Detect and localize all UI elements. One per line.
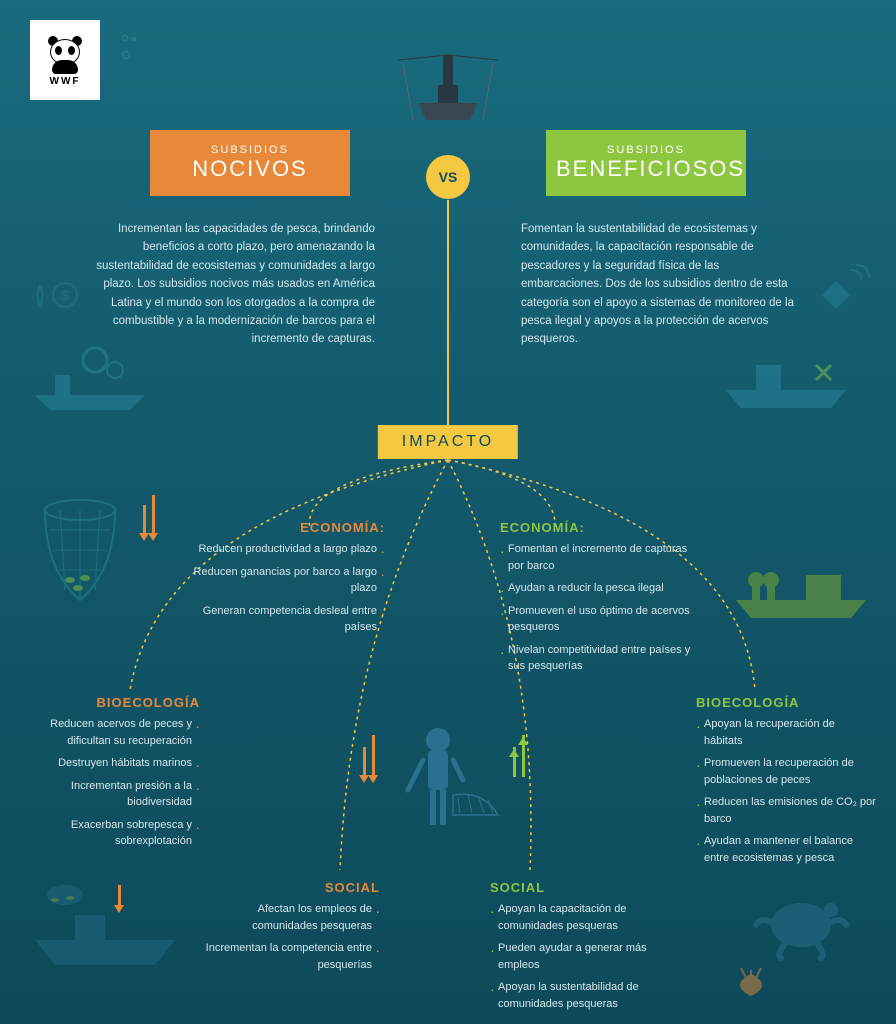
- satellite-icon: [801, 260, 871, 330]
- center-line: [447, 200, 449, 430]
- nocivos-desc: Incrementan las capacidades de pesca, br…: [95, 220, 375, 349]
- arrows-down-fisher: [360, 735, 378, 782]
- nocivos-main: NOCIVOS: [160, 156, 340, 182]
- cat-item: Ayudan a reducir la pesca ilegal: [500, 580, 700, 597]
- cat-item: Apoyan la sustentabilidad de comunidades…: [490, 979, 680, 1012]
- cat-item: Ayudan a mantener el balance entre ecosi…: [696, 833, 876, 866]
- boat-x-icon: [716, 340, 866, 420]
- beneficiosos-desc: Fomentan la sustentabilidad de ecosistem…: [521, 220, 801, 349]
- cat-item: Reducen ganancias por barco a largo plaz…: [185, 564, 385, 597]
- beneficiosos-main: BENEFICIOSOS: [556, 156, 736, 182]
- panda-icon: [45, 34, 85, 74]
- wwf-text: WWF: [50, 76, 81, 87]
- cat-item: Fomentan el incremento de capturas por b…: [500, 541, 700, 574]
- economia-n-title: ECONOMÍA:: [185, 520, 385, 535]
- wwf-logo: WWF: [30, 20, 100, 100]
- social-n-title: SOCIAL: [200, 880, 380, 895]
- green-boat-icon: [726, 550, 876, 630]
- fisherman-icon: [388, 720, 508, 840]
- svg-text:$: $: [61, 287, 69, 303]
- cat-item: Incrementan presión a la biodiversidad: [20, 778, 200, 811]
- bio-beneficiosos: BIOECOLOGÍA Apoyan la recuperación de há…: [696, 695, 876, 872]
- water-money-icon: $: [25, 275, 85, 335]
- economia-beneficiosos: ECONOMÍA: Fomentan el incremento de capt…: [500, 520, 700, 681]
- cat-item: Apoyan la recuperación de hábitats: [696, 716, 876, 749]
- beneficiosos-sub: SUBSIDIOS: [556, 144, 736, 156]
- turtle-shell-icon: [721, 890, 861, 1010]
- cat-item: Incrementan la competencia entre pesquer…: [200, 940, 380, 973]
- boat-gears-icon: [25, 340, 165, 420]
- cat-item: Reducen acervos de peces y dificultan su…: [20, 716, 200, 749]
- cat-item: Destruyen hábitats marinos: [20, 755, 200, 772]
- vs-badge: VS: [426, 155, 470, 199]
- beneficiosos-box: SUBSIDIOS BENEFICIOSOS: [546, 130, 746, 196]
- bio-n-title: BIOECOLOGÍA: [20, 695, 200, 710]
- arrows-down-net: [140, 495, 158, 540]
- cat-item: Reducen productividad a largo plazo: [185, 541, 385, 558]
- fishing-boat-icon: [388, 45, 508, 135]
- bubbles-decor: [120, 30, 138, 66]
- nocivos-sub: SUBSIDIOS: [160, 144, 340, 156]
- cat-item: Generan competencia desleal entre países: [185, 603, 385, 636]
- bio-nocivos: BIOECOLOGÍA Reducen acervos de peces y d…: [20, 695, 200, 856]
- arrows-up-fisher: [510, 735, 528, 782]
- cat-item: Pueden ayudar a generar más empleos: [490, 940, 680, 973]
- impacto-box: IMPACTO: [378, 425, 518, 459]
- nocivos-box: SUBSIDIOS NOCIVOS: [150, 130, 350, 196]
- cat-item: Exacerban sobrepesca y sobrexplotación: [20, 817, 200, 850]
- social-beneficiosos: SOCIAL Apoyan la capacitación de comunid…: [490, 880, 680, 1018]
- cat-item: Promueven la recuperación de poblaciones…: [696, 755, 876, 788]
- social-nocivos: SOCIAL Afectan los empleos de comunidade…: [200, 880, 380, 979]
- arrows-down-bottom: [115, 885, 124, 912]
- cat-item: Promueven el uso óptimo de acervos pesqu…: [500, 603, 700, 636]
- cat-item: Apoyan la capacitación de comunidades pe…: [490, 901, 680, 934]
- social-b-title: SOCIAL: [490, 880, 680, 895]
- fishing-net-icon: [30, 490, 150, 620]
- bottom-boat-icon: [25, 880, 185, 990]
- cat-item: Nivelan competitividad entre países y su…: [500, 642, 700, 675]
- cat-item: Reducen las emisiones de CO₂ por barco: [696, 794, 876, 827]
- economia-nocivos: ECONOMÍA: Reducen productividad a largo …: [185, 520, 385, 642]
- economia-b-title: ECONOMÍA:: [500, 520, 700, 535]
- bio-b-title: BIOECOLOGÍA: [696, 695, 876, 710]
- cat-item: Afectan los empleos de comunidades pesqu…: [200, 901, 380, 934]
